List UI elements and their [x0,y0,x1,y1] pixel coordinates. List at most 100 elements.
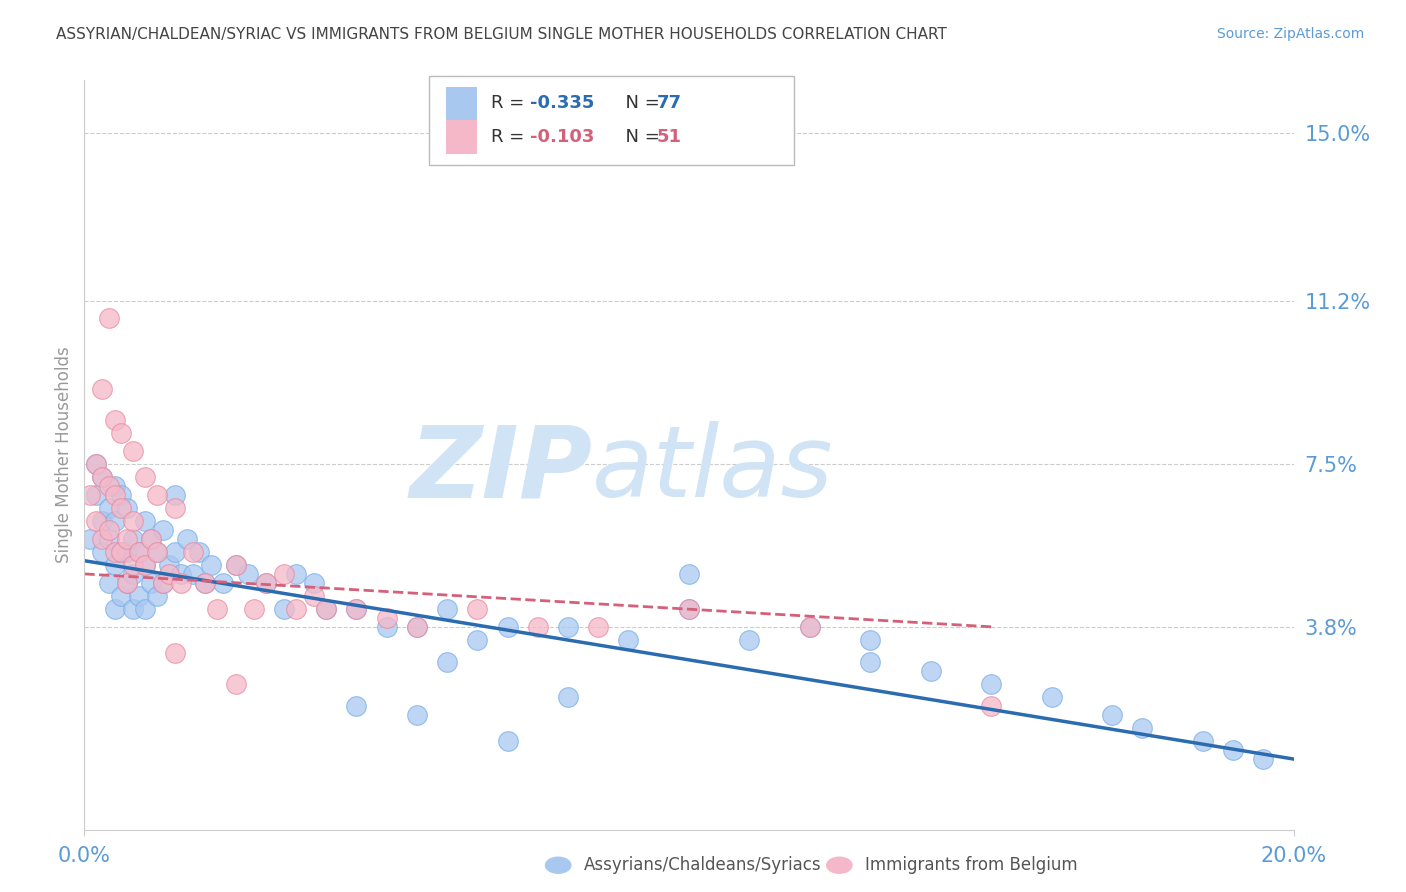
Point [617,633,640,648]
Point [110,500,132,515]
Text: atlas: atlas [592,421,834,518]
Point [134,558,156,573]
Point [346,602,368,616]
Point [302,589,325,603]
Point [110,545,132,559]
Point [146,589,169,603]
Point [139,532,162,546]
Point [97,479,120,493]
Point [121,443,143,458]
Point [91,514,114,528]
Point [104,487,127,501]
Point [980,699,1002,714]
Point [436,602,458,616]
Point [467,633,489,648]
Y-axis label: Single Mother Households: Single Mother Households [55,347,73,563]
Point [242,602,264,616]
Point [254,575,277,590]
Point [285,566,308,581]
Point [157,558,180,573]
Point [188,545,211,559]
Point [91,470,114,484]
Point [115,500,138,515]
Text: Assyrians/Chaldeans/Syriacs: Assyrians/Chaldeans/Syriacs [583,856,821,874]
Point [121,558,143,573]
Point [678,602,700,616]
Point [527,620,550,634]
Point [97,532,120,546]
Point [165,500,187,515]
Point [157,566,180,581]
Point [1040,690,1063,705]
Point [799,620,821,634]
Point [104,514,127,528]
Point [134,602,156,616]
Point [121,514,143,528]
Point [91,470,114,484]
Point [920,664,942,678]
Point [91,382,114,396]
Point [236,566,259,581]
Point [859,633,882,648]
Point [97,523,120,537]
Text: -0.103: -0.103 [530,128,595,146]
Text: Source: ZipAtlas.com: Source: ZipAtlas.com [1216,27,1364,41]
Point [212,575,235,590]
Point [146,545,169,559]
Point [152,575,174,590]
Point [406,620,429,634]
Point [139,575,162,590]
Point [104,412,127,426]
Point [115,575,138,590]
Point [181,566,204,581]
Point [121,602,143,616]
Point [139,532,162,546]
Text: R =: R = [491,128,530,146]
Point [375,620,398,634]
Point [436,655,458,669]
Point [79,532,101,546]
Point [121,566,143,581]
Point [97,311,120,326]
Point [678,602,700,616]
Point [110,487,132,501]
Point [176,532,198,546]
Point [194,575,217,590]
Point [678,566,700,581]
Point [1192,734,1215,748]
Point [86,487,108,501]
Point [406,708,429,723]
Point [225,677,247,691]
Point [134,514,156,528]
Point [128,545,150,559]
Point [738,633,761,648]
Text: Immigrants from Belgium: Immigrants from Belgium [865,856,1077,874]
Point [79,487,101,501]
Point [86,457,108,471]
Point [1253,752,1275,766]
Point [115,575,138,590]
Point [86,514,108,528]
Point [207,602,229,616]
Point [557,690,579,705]
Point [859,655,882,669]
Point [496,734,519,748]
Point [134,558,156,573]
Point [1130,721,1153,735]
Point [496,620,519,634]
Point [152,575,174,590]
Point [115,545,138,559]
Point [97,575,120,590]
Point [146,545,169,559]
Point [181,545,204,559]
Point [200,558,222,573]
Point [225,558,247,573]
Point [146,487,169,501]
Point [194,575,217,590]
Point [273,566,295,581]
Point [128,545,150,559]
Point [406,620,429,634]
Point [97,500,120,515]
Point [302,575,325,590]
Point [346,602,368,616]
